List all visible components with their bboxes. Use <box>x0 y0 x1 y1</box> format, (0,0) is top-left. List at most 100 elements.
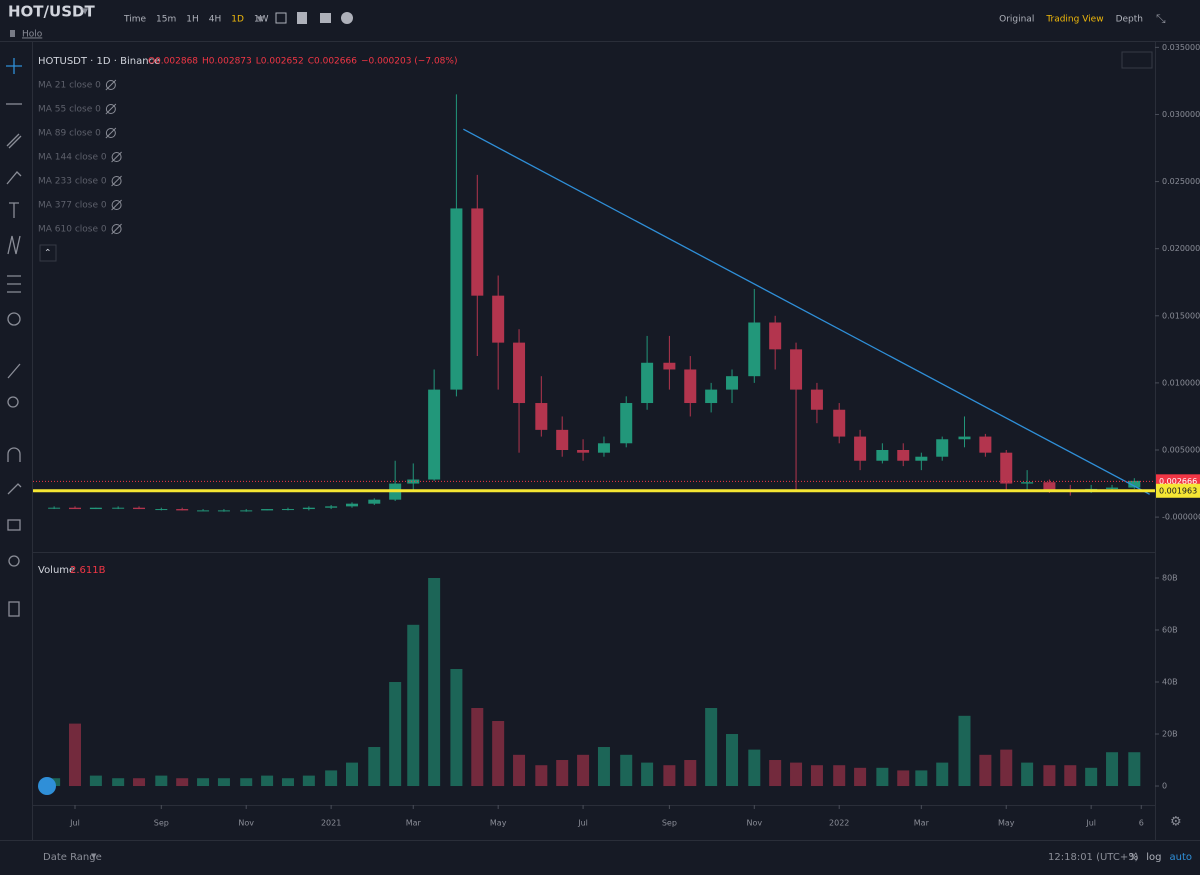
candle-body <box>325 506 338 508</box>
interval[interactable]: 1H <box>186 15 199 25</box>
emoji-tool[interactable] <box>7 312 21 326</box>
volume-tick-label: 20B <box>1162 730 1178 739</box>
interval[interactable]: 1D <box>231 15 244 25</box>
hide-icon[interactable] <box>105 80 116 90</box>
candle-body <box>876 450 889 461</box>
volume-bar <box>346 762 359 787</box>
y-tick-label: -0.000000 <box>1162 513 1200 522</box>
hide-icon[interactable] <box>111 200 122 210</box>
candle-body <box>597 443 610 453</box>
volume-bar <box>854 767 867 787</box>
trend-line <box>463 128 1150 495</box>
interval[interactable]: 4H <box>209 15 222 25</box>
candle-body <box>684 369 697 404</box>
volume-bar <box>748 749 761 787</box>
ohlc-value: C0.002666 <box>308 57 358 67</box>
volume-bar <box>620 754 633 787</box>
x-tick-label: Jul <box>69 819 80 828</box>
collapse-button[interactable] <box>39 244 57 262</box>
indicator-label: MA 89 close 0 <box>38 129 101 139</box>
x-tick-label: Nov <box>746 819 762 828</box>
fib-tool[interactable] <box>7 275 21 293</box>
volume-bar <box>810 765 823 787</box>
collapse-arrow[interactable]: ⌃ <box>44 249 52 259</box>
candle-body <box>281 509 294 511</box>
indicator-label: MA 55 close 0 <box>38 105 101 115</box>
candle-body <box>897 450 910 461</box>
stay-drawing-tool[interactable] <box>7 483 22 495</box>
hide-icon[interactable] <box>105 128 116 138</box>
interval[interactable]: Time <box>123 15 146 25</box>
view-tab[interactable]: Trading View <box>1045 15 1103 25</box>
settings-icon[interactable] <box>275 12 287 24</box>
hide-icon[interactable] <box>111 224 122 234</box>
fullscreen-icon[interactable]: ⤡ <box>1156 12 1166 26</box>
volume-bar <box>663 765 676 787</box>
logo <box>38 777 56 795</box>
hide-icon-slash <box>111 223 122 235</box>
interval[interactable]: 1W <box>254 15 269 25</box>
volume-bar <box>492 721 505 787</box>
candle-body <box>471 208 484 296</box>
scale-option[interactable]: auto <box>1169 852 1192 863</box>
candle-body <box>620 403 633 444</box>
volume-bar <box>69 723 81 787</box>
date-range-arrow[interactable]: ▼ <box>91 852 97 860</box>
crosshair-tool[interactable] <box>6 58 22 74</box>
interval-dropdown[interactable]: ▼ <box>257 15 264 24</box>
hide-icon[interactable] <box>111 152 122 162</box>
coin-name[interactable]: Holo <box>22 30 43 40</box>
volume-bar <box>1085 767 1098 787</box>
volume-bar <box>281 778 294 787</box>
brush-tool[interactable] <box>6 171 22 185</box>
scale-option[interactable]: log <box>1146 852 1161 863</box>
candle-body <box>155 509 168 511</box>
candle-body <box>69 507 81 510</box>
zoom-tool[interactable] <box>7 396 19 408</box>
ohlc-value: O0.002868 <box>148 57 198 67</box>
volume-tick-label: 0 <box>1162 782 1167 791</box>
volume-bar <box>89 775 102 787</box>
trash-tool[interactable] <box>8 601 20 617</box>
symbol[interactable]: HOT/USDT <box>8 3 95 21</box>
settings-gear[interactable]: ⚙ <box>1170 815 1182 830</box>
y-tick-label: 0.005000 <box>1162 446 1200 455</box>
hide-icon[interactable] <box>111 176 122 186</box>
hide-icon-slash <box>105 79 117 91</box>
channel-tool[interactable] <box>6 133 22 149</box>
y-tick-label: 0.030000 <box>1162 110 1200 119</box>
pattern-tool[interactable] <box>7 235 21 255</box>
candle-body <box>556 429 569 450</box>
x-tick-label: Mar <box>914 819 930 828</box>
hide-icon-slash <box>111 151 122 163</box>
indicator-label: MA 21 close 0 <box>38 81 101 91</box>
indicator-label: MA 233 close 0 <box>38 177 107 187</box>
visibility-tool[interactable] <box>8 555 20 567</box>
pane-buttons[interactable] <box>1121 51 1153 69</box>
volume-bar <box>513 754 526 787</box>
lock-tool[interactable] <box>7 519 21 531</box>
volume-last: 2.611B <box>70 565 106 576</box>
snapshot-icon[interactable] <box>320 13 331 23</box>
view-tab[interactable]: Depth <box>1116 15 1143 25</box>
magnet-tool[interactable] <box>7 447 21 462</box>
symbol-dropdown[interactable]: ▼ <box>82 7 89 16</box>
view-tab[interactable]: Original <box>999 15 1034 25</box>
add-icon[interactable] <box>341 12 353 24</box>
volume-bar <box>684 760 697 787</box>
y-tick-label: 0.035000 <box>1162 43 1200 52</box>
volume-tick-label: 80B <box>1162 574 1178 583</box>
interval[interactable]: 15m <box>156 15 176 25</box>
candle-icon[interactable] <box>297 12 307 24</box>
volume-bar <box>197 778 210 787</box>
date-range[interactable]: Date Range <box>43 852 102 863</box>
volume-bar <box>1128 752 1141 787</box>
volume-bar <box>133 778 146 787</box>
scale-option[interactable]: % <box>1129 852 1139 863</box>
text-tool[interactable] <box>9 202 19 218</box>
volume-bar <box>769 760 782 787</box>
ruler-tool[interactable] <box>7 363 21 379</box>
hide-icon[interactable] <box>105 104 116 114</box>
